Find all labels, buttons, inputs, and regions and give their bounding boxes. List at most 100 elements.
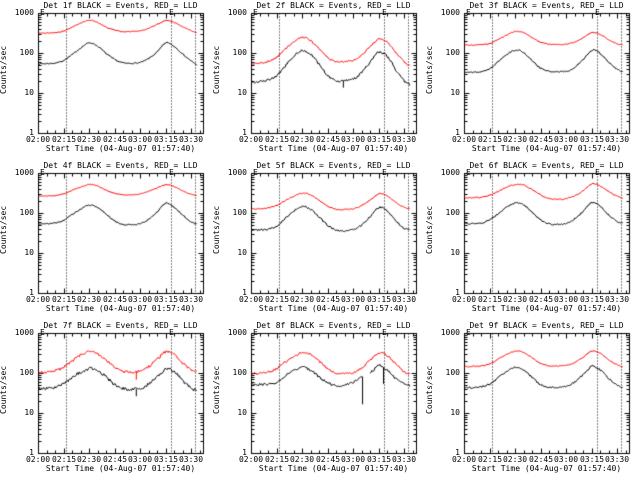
y-tick-label: 1 bbox=[29, 128, 34, 137]
y-tick-label: 1000 bbox=[14, 8, 34, 17]
x-tick-label: 02:45 bbox=[102, 455, 128, 464]
x-tick-label: 03:15 bbox=[366, 135, 392, 144]
x-tick-label: 03:00 bbox=[553, 135, 579, 144]
y-tick-label: 1 bbox=[29, 448, 34, 457]
eclipse-marker: E bbox=[169, 8, 174, 17]
y-tick-label: 100 bbox=[445, 48, 460, 57]
y-tick-label: 1000 bbox=[440, 328, 460, 337]
plot-canvas bbox=[426, 160, 639, 320]
plot-title: Det 5f BLACK = Events, RED = LLD bbox=[256, 161, 411, 170]
y-tick-label: 10 bbox=[237, 248, 247, 257]
plot-canvas bbox=[426, 320, 639, 480]
x-tick-label: 02:30 bbox=[76, 295, 102, 304]
plot-canvas bbox=[0, 160, 213, 320]
y-tick-label: 100 bbox=[232, 368, 247, 377]
y-tick-label: 100 bbox=[232, 48, 247, 57]
x-tick-label: 02:15 bbox=[477, 295, 503, 304]
x-tick-label: 02:15 bbox=[477, 135, 503, 144]
x-tick-label: 02:15 bbox=[264, 135, 290, 144]
y-tick-label: 1000 bbox=[14, 328, 34, 337]
y-tick-label: 10 bbox=[450, 408, 460, 417]
y-tick-label: 100 bbox=[445, 368, 460, 377]
eclipse-marker: E bbox=[169, 328, 174, 337]
plot-cell-det-5f: Det 5f BLACK = Events, RED = LLD Counts/s… bbox=[212, 160, 426, 320]
x-tick-label: 03:15 bbox=[366, 295, 392, 304]
plot-cell-det-2f: Det 2f BLACK = Events, RED = LLD Counts/s… bbox=[212, 0, 426, 160]
plot-cell-det-1f: Det 1f BLACK = Events, RED = LLD Counts/s… bbox=[0, 0, 213, 160]
x-tick-label: 02:15 bbox=[477, 455, 503, 464]
y-tick-label: 100 bbox=[232, 208, 247, 217]
y-tick-label: 1000 bbox=[227, 328, 247, 337]
x-axis-label: Start Time (04-Aug-07 01:57:40) bbox=[45, 304, 196, 313]
x-tick-label: 02:00 bbox=[451, 135, 477, 144]
x-axis-label: Start Time (04-Aug-07 01:57:40) bbox=[45, 464, 196, 473]
plot-canvas bbox=[0, 0, 213, 160]
plot-canvas bbox=[213, 0, 426, 160]
y-tick-label: 1 bbox=[455, 288, 460, 297]
plot-title: Det 1f BLACK = Events, RED = LLD bbox=[43, 1, 198, 10]
plot-canvas bbox=[0, 320, 213, 480]
x-tick-label: 03:30 bbox=[178, 135, 204, 144]
y-tick-label: 1 bbox=[29, 288, 34, 297]
x-axis-label: Start Time (04-Aug-07 01:57:40) bbox=[471, 144, 622, 153]
x-tick-label: 02:00 bbox=[238, 295, 264, 304]
plot-title: Det 4f BLACK = Events, RED = LLD bbox=[43, 161, 198, 170]
x-tick-label: 02:45 bbox=[528, 455, 554, 464]
x-tick-label: 02:45 bbox=[315, 295, 341, 304]
plot-title: Det 2f BLACK = Events, RED = LLD bbox=[256, 1, 411, 10]
x-tick-label: 03:00 bbox=[340, 295, 366, 304]
x-tick-label: 02:15 bbox=[51, 455, 77, 464]
x-tick-label: 02:30 bbox=[289, 135, 315, 144]
x-tick-label: 03:15 bbox=[153, 135, 179, 144]
y-tick-label: 100 bbox=[19, 368, 34, 377]
x-tick-label: 03:15 bbox=[579, 135, 605, 144]
eclipse-marker: E bbox=[40, 328, 45, 337]
x-axis-label: Start Time (04-Aug-07 01:57:40) bbox=[258, 144, 409, 153]
x-tick-label: 03:15 bbox=[153, 455, 179, 464]
y-tick-label: 100 bbox=[445, 208, 460, 217]
x-tick-label: 02:30 bbox=[289, 295, 315, 304]
y-tick-label: 1 bbox=[242, 128, 247, 137]
eclipse-marker: E bbox=[595, 168, 600, 177]
x-tick-label: 03:00 bbox=[553, 455, 579, 464]
plot-title: Det 7f BLACK = Events, RED = LLD bbox=[43, 321, 198, 330]
x-tick-label: 03:15 bbox=[366, 455, 392, 464]
eclipse-marker: E bbox=[253, 168, 258, 177]
plot-cell-det-6f: Det 6f BLACK = Events, RED = LLD Counts/s… bbox=[425, 160, 639, 320]
x-axis-label: Start Time (04-Aug-07 01:57:40) bbox=[471, 464, 622, 473]
x-tick-label: 02:00 bbox=[25, 455, 51, 464]
x-tick-label: 02:45 bbox=[315, 135, 341, 144]
y-tick-label: 10 bbox=[237, 408, 247, 417]
plot-canvas bbox=[426, 0, 639, 160]
y-tick-label: 1000 bbox=[14, 168, 34, 177]
y-tick-label: 10 bbox=[24, 248, 34, 257]
plot-cell-det-9f: Det 9f BLACK = Events, RED = LLD Counts/s… bbox=[425, 320, 639, 480]
y-tick-label: 1000 bbox=[227, 168, 247, 177]
plot-cell-det-3f: Det 3f BLACK = Events, RED = LLD Counts/s… bbox=[425, 0, 639, 160]
plot-title: Det 3f BLACK = Events, RED = LLD bbox=[469, 1, 624, 10]
x-tick-label: 03:30 bbox=[178, 455, 204, 464]
eclipse-marker: E bbox=[382, 328, 387, 337]
y-tick-label: 1 bbox=[242, 288, 247, 297]
x-tick-label: 02:15 bbox=[51, 135, 77, 144]
x-tick-label: 02:00 bbox=[451, 295, 477, 304]
x-tick-label: 03:15 bbox=[579, 455, 605, 464]
x-axis-label: Start Time (04-Aug-07 01:57:40) bbox=[258, 464, 409, 473]
x-tick-label: 02:15 bbox=[51, 295, 77, 304]
x-tick-label: 03:00 bbox=[127, 455, 153, 464]
x-tick-label: 02:45 bbox=[315, 455, 341, 464]
y-tick-label: 10 bbox=[237, 88, 247, 97]
x-tick-label: 02:00 bbox=[25, 295, 51, 304]
eclipse-marker: E bbox=[40, 8, 45, 17]
eclipse-marker: E bbox=[40, 168, 45, 177]
x-tick-label: 03:15 bbox=[153, 295, 179, 304]
plot-canvas bbox=[213, 160, 426, 320]
y-tick-label: 10 bbox=[450, 248, 460, 257]
x-tick-label: 03:00 bbox=[340, 135, 366, 144]
x-tick-label: 03:30 bbox=[604, 135, 630, 144]
y-tick-label: 1 bbox=[455, 448, 460, 457]
x-tick-label: 02:30 bbox=[76, 135, 102, 144]
plot-cell-det-8f: Det 8f BLACK = Events, RED = LLD Counts/s… bbox=[212, 320, 426, 480]
plot-title: Det 9f BLACK = Events, RED = LLD bbox=[469, 321, 624, 330]
